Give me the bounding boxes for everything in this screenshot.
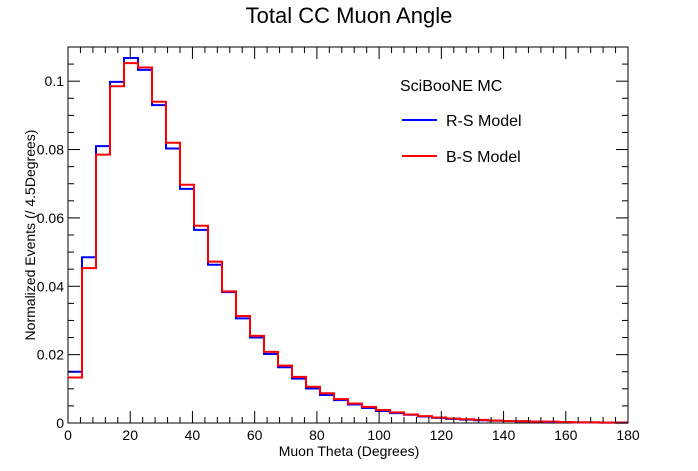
chart-title: Total CC Muon Angle (246, 3, 453, 28)
y-tick-label: 0.06 (37, 210, 64, 226)
x-tick-label: 120 (430, 427, 454, 443)
y-tick-label: 0 (56, 415, 64, 431)
legend: SciBooNE MC R-S Model B-S Model (400, 78, 522, 166)
x-axis-label: Muon Theta (Degrees) (279, 443, 420, 459)
y-tick-label: 0.1 (45, 73, 65, 89)
x-tick-label: 20 (122, 427, 138, 443)
x-tick-label: 60 (247, 427, 263, 443)
y-tick-label: 0.08 (37, 142, 64, 158)
x-tick-label: 140 (492, 427, 516, 443)
legend-header: SciBooNE MC (400, 78, 502, 95)
x-tick-label: 180 (616, 427, 640, 443)
series-line-r-s-model (68, 56, 628, 424)
x-tick-label: 0 (64, 427, 72, 443)
y-tick-label: 0.02 (37, 347, 64, 363)
y-tick-label: 0.04 (37, 278, 64, 294)
plot-area: 0 20 40 60 80 100 120 140 160 180 0 0.02 0.04 0.06 0.0… (37, 46, 640, 443)
x-tick-label: 160 (554, 427, 578, 443)
series-line-b-s-model (68, 62, 628, 424)
x-tick-label: 100 (367, 427, 391, 443)
x-tick-label: 80 (309, 427, 325, 443)
y-axis-label: Normalized Events (/ 4.5Degrees) (22, 130, 38, 341)
legend-label-r-s-model: R-S Model (446, 113, 522, 130)
x-tick-label: 40 (185, 427, 201, 443)
legend-label-b-s-model: B-S Model (446, 149, 521, 166)
